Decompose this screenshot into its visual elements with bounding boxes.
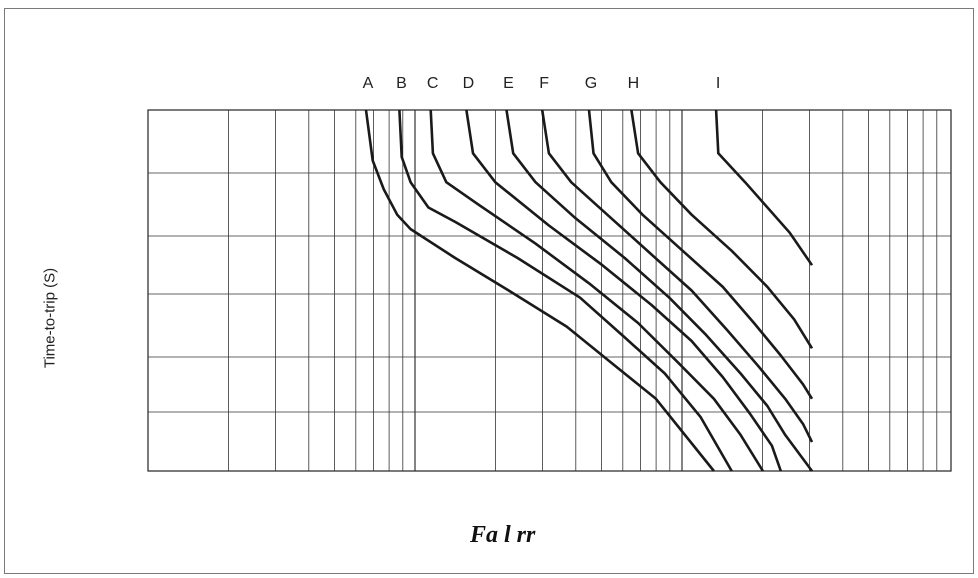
curve-labels: A B C D E F G H I [363,75,721,92]
curve-c [429,109,765,472]
chart-frame [4,8,974,574]
curve-a [364,109,715,472]
curve-label-b: B [396,75,407,92]
plot-grid [148,110,951,471]
curve-d [465,109,783,472]
curve-label-e: E [503,75,514,92]
curve-e [505,109,814,472]
curve-f [540,109,814,443]
curve-label-c: C [427,75,439,92]
x-axis-label: Fa l rr [470,522,536,548]
curve-label-i: I [716,75,720,92]
curve-h [630,109,814,349]
curve-label-a: A [363,75,374,92]
curve-label-d: D [463,75,475,92]
plot-area [147,109,952,472]
curve-i [714,109,814,266]
curve-label-f: F [539,75,549,92]
curve-label-g: G [585,75,597,92]
trip-curves [364,109,814,472]
curve-b [398,109,733,472]
curve-label-h: H [628,75,640,92]
curve-g [587,109,814,400]
